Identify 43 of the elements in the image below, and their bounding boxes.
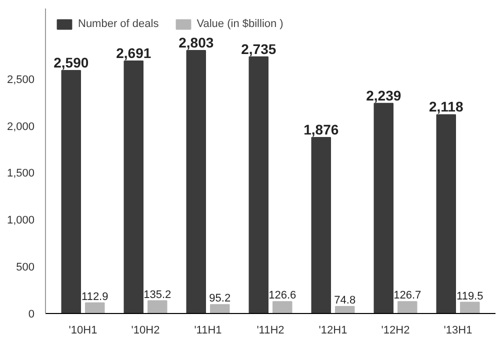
data-label: 95.2 [209,292,231,305]
y-tick-label: 1,500 [6,168,35,180]
bar [148,300,168,314]
legend-label: Value (in $billion ) [196,18,284,30]
data-label: 2,735 [241,40,276,57]
bar [272,301,292,314]
x-tick-label: '12H1 [318,324,348,336]
x-tick-label: '11H1 [194,324,222,336]
bar [61,70,81,314]
bar [311,136,331,314]
bar [186,50,206,314]
y-tick-label: 2,000 [6,120,35,133]
x-tick-label: '10H1 [68,324,98,336]
y-tick-label: 500 [16,262,35,274]
data-label: 2,590 [54,54,89,70]
data-label: 126.7 [394,290,422,302]
data-label: 119.5 [456,290,484,302]
bar [398,301,418,314]
bar [85,302,105,314]
data-label: 112.9 [82,290,108,303]
data-label: 2,239 [366,87,402,104]
y-tick-label: 1,000 [6,214,35,227]
bar [374,102,394,314]
data-label: 126.6 [268,290,296,302]
data-label: 1,876 [304,121,339,138]
bar [436,114,456,314]
data-label: 2,118 [428,98,464,115]
data-label: 2,803 [178,34,214,50]
bar [248,56,268,314]
y-tick-label: 2,500 [6,74,35,86]
data-label: 135.2 [144,288,172,301]
bar [210,304,230,314]
data-label: 74.8 [334,294,356,306]
legend-label: Number of deals [78,18,159,30]
bar [335,306,355,314]
x-tick-label: '12H2 [381,324,410,336]
x-tick-label: '10H2 [131,324,160,336]
bar [124,60,144,314]
x-tick-label: '11H2 [256,324,284,336]
y-tick-label: 0 [28,308,35,320]
data-label: 2,691 [116,44,152,61]
x-tick-label: '13H1 [444,324,472,336]
bar [460,302,480,314]
